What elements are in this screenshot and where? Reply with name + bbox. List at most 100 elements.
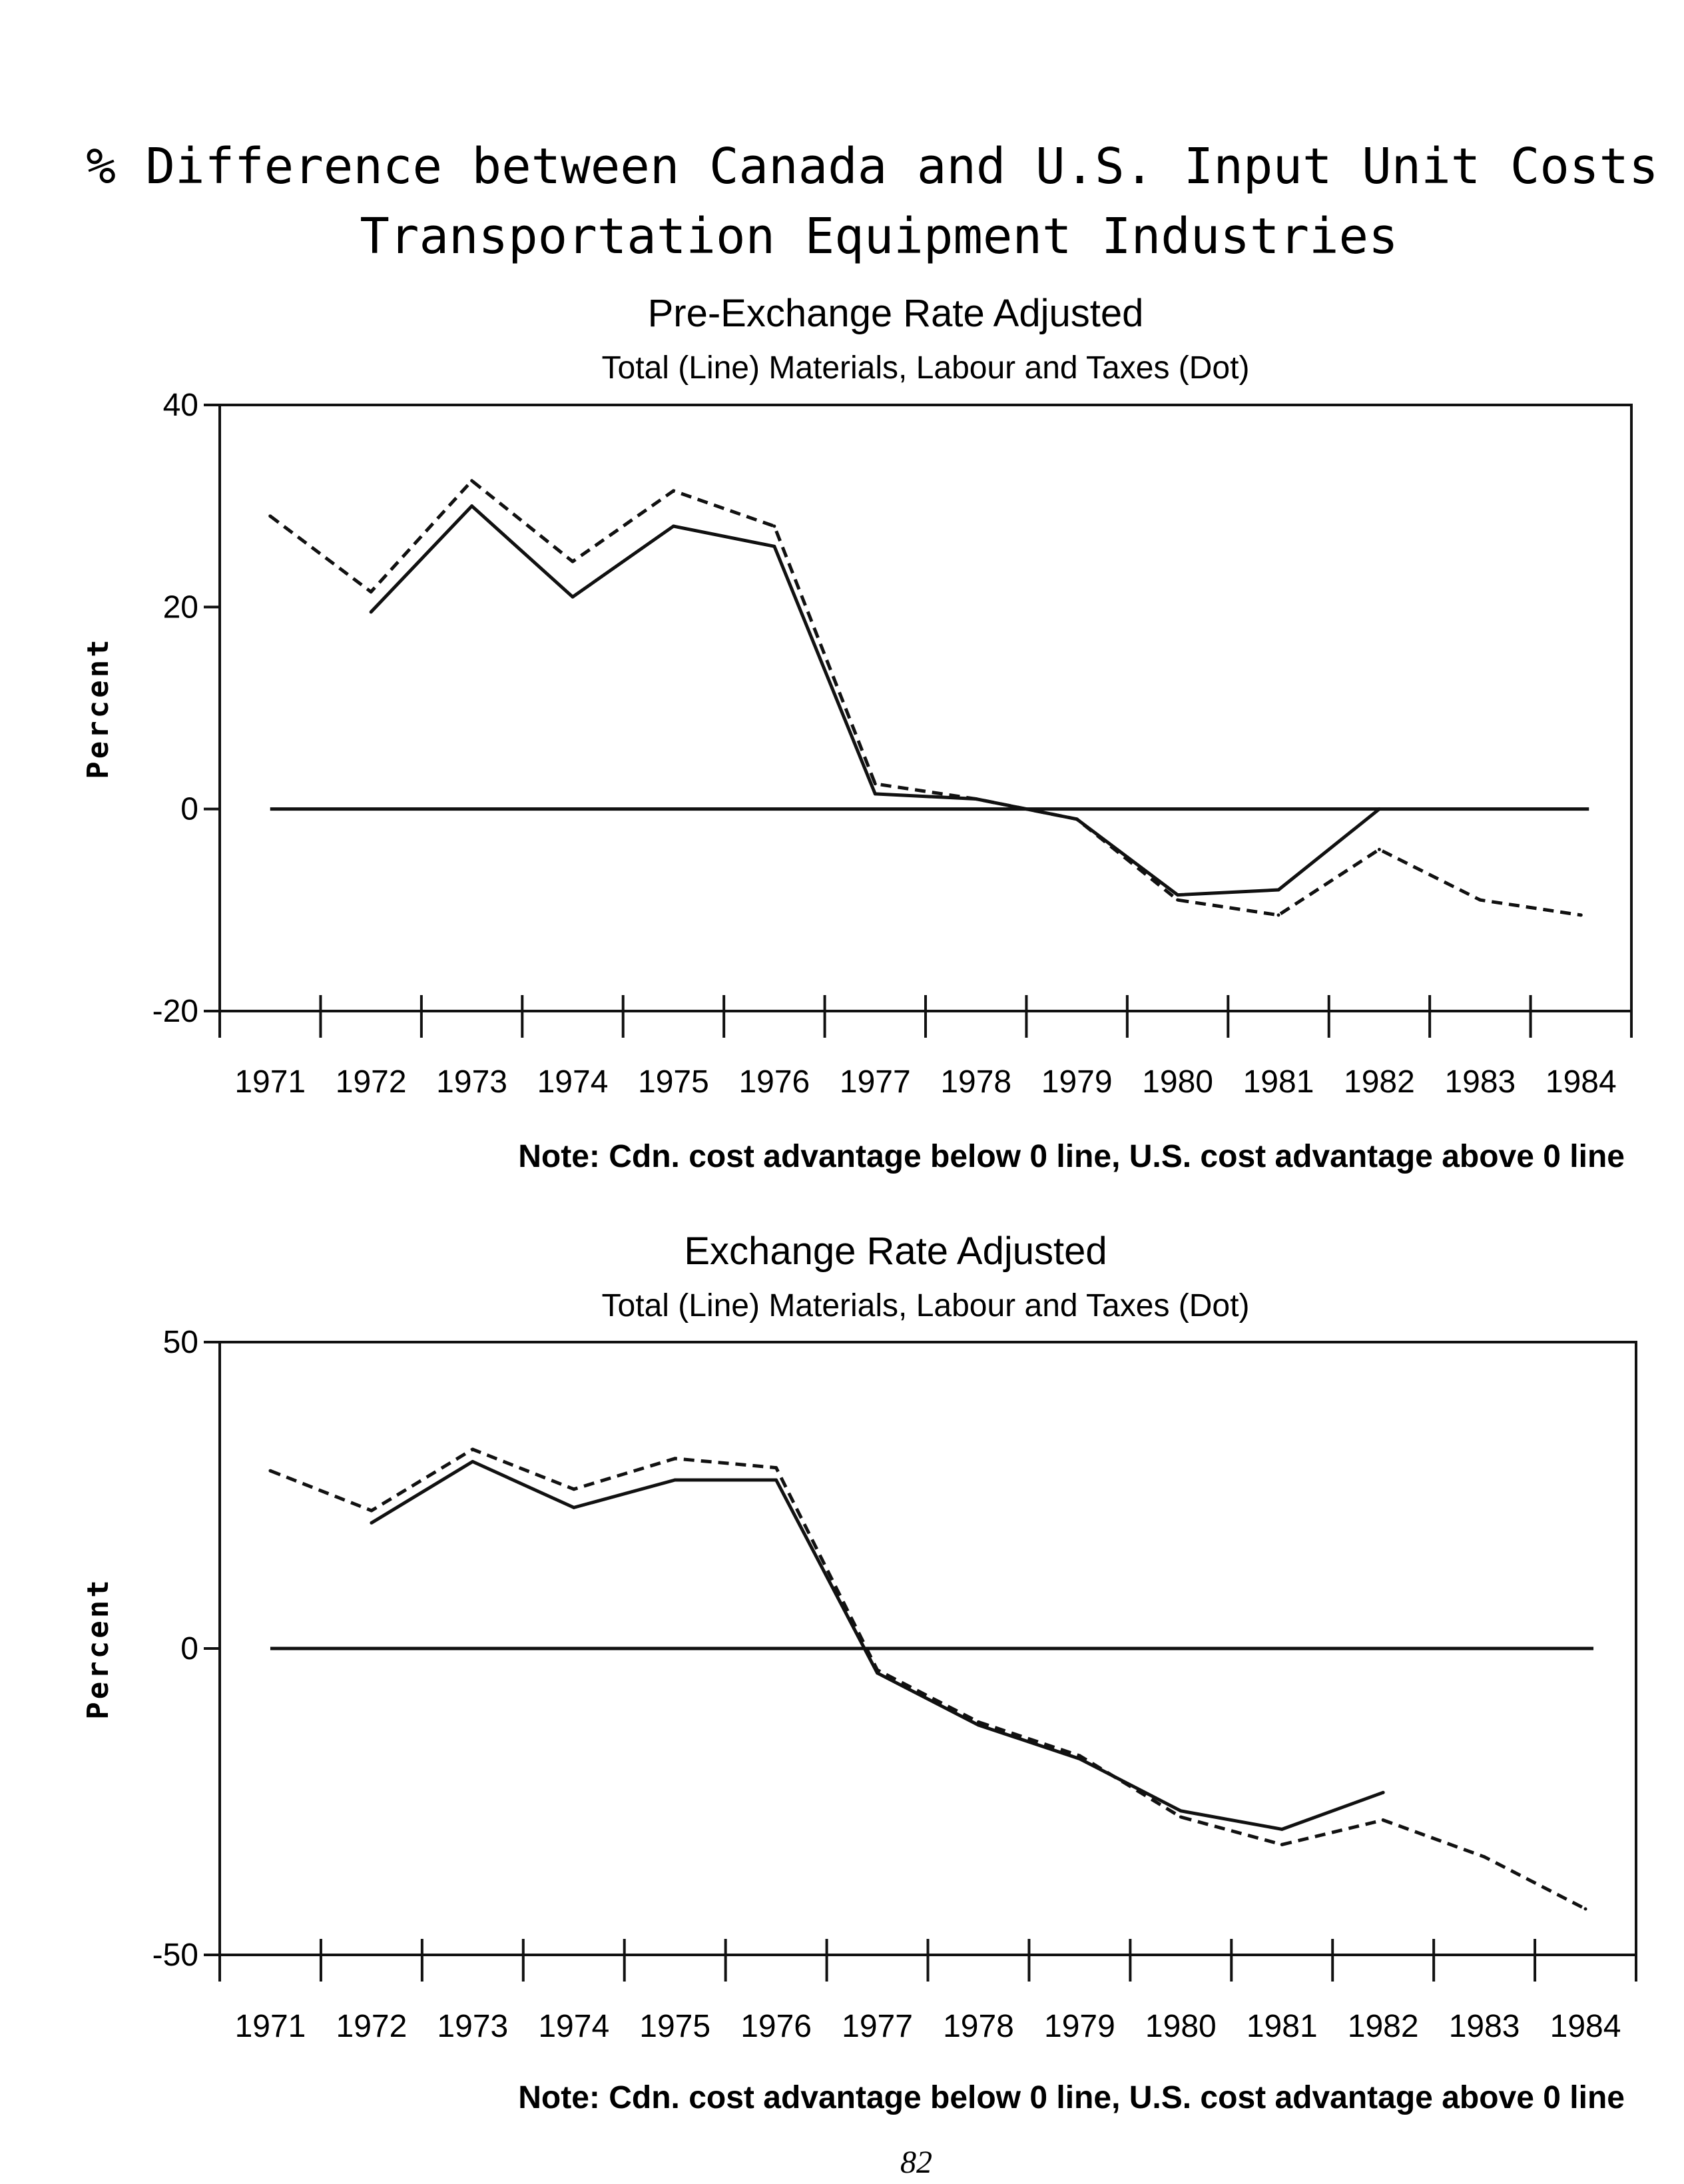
point-materials-1984 <box>1579 913 1583 917</box>
point-materials-1982 <box>1381 1818 1385 1822</box>
x-tick-label: 1979 <box>1041 1064 1113 1100</box>
series-line-total <box>370 504 1380 897</box>
point-materials-1977 <box>876 1668 880 1672</box>
point-materials-1981 <box>1276 913 1280 917</box>
point-materials-1978 <box>974 797 978 801</box>
point-materials-1972 <box>369 590 373 594</box>
x-tick-label: 1981 <box>1243 1064 1314 1100</box>
x-tick-label: 1972 <box>336 1064 407 1100</box>
point-total-1981 <box>1276 888 1280 892</box>
point-total-1976 <box>774 1478 778 1482</box>
legend-text: Total (Line) Materials, Labour and Taxes… <box>602 350 1250 386</box>
y-tick-label: -20 <box>152 994 198 1029</box>
x-tick-label: 1976 <box>738 1064 810 1100</box>
y-tick-label: 20 <box>163 589 198 625</box>
x-tick-label: 1979 <box>1044 2009 1115 2044</box>
series-line-materials-dot <box>269 479 1581 917</box>
x-tick-label: 1984 <box>1545 1064 1617 1100</box>
x-tick-label: 1976 <box>740 2009 812 2044</box>
x-tick-label: 1983 <box>1444 1064 1516 1100</box>
point-total-1973 <box>471 1459 475 1463</box>
x-tick-label: 1974 <box>538 2009 609 2044</box>
x-tick-label: 1978 <box>943 2009 1014 2044</box>
x-tick-label: 1975 <box>639 2009 710 2044</box>
x-tick-label: 1980 <box>1142 1064 1213 1100</box>
point-materials-1971 <box>268 514 272 518</box>
point-materials-1980 <box>1179 1815 1183 1819</box>
chart-subtitle: Pre-Exchange Rate Adjusted <box>648 292 1144 335</box>
x-tick-label: 1977 <box>842 2009 913 2044</box>
y-tick-label: 0 <box>180 792 198 827</box>
y-tick-label: 0 <box>180 1631 198 1666</box>
point-materials-1981 <box>1280 1842 1284 1846</box>
point-total-1982 <box>1381 1790 1385 1794</box>
point-total-1978 <box>976 1723 980 1727</box>
point-total-1973 <box>470 504 474 508</box>
y-tick-label: -50 <box>152 1938 198 1973</box>
x-tick-label: 1971 <box>234 1064 306 1100</box>
chart-subtitle: Exchange Rate Adjusted <box>684 1230 1107 1273</box>
point-materials-1974 <box>572 1487 576 1491</box>
plot-frame <box>218 404 1633 1012</box>
x-tick-label: 1973 <box>437 2009 508 2044</box>
point-total-1975 <box>673 1478 677 1482</box>
point-materials-1972 <box>370 1509 374 1513</box>
y-axis-label: Percent <box>81 637 115 779</box>
point-total-1972 <box>369 610 373 614</box>
y-tick-label: 40 <box>163 388 198 423</box>
point-total-1982 <box>1377 807 1381 811</box>
x-tick-label: 1980 <box>1145 2009 1217 2044</box>
chart-note: Note: Cdn. cost advantage below 0 line, … <box>518 2080 1625 2115</box>
point-total-1980 <box>1176 893 1180 897</box>
point-materials-1975 <box>671 489 675 493</box>
point-total-1974 <box>571 595 575 599</box>
point-materials-1974 <box>571 559 575 563</box>
point-materials-1975 <box>673 1457 677 1461</box>
series-line-materials-dot <box>270 1447 1587 1911</box>
x-tick-label: 1978 <box>940 1064 1011 1100</box>
point-materials-1983 <box>1482 1855 1486 1859</box>
point-total-1976 <box>772 544 776 548</box>
point-materials-1977 <box>873 782 877 786</box>
point-materials-1973 <box>471 1447 475 1451</box>
point-materials-1979 <box>1075 817 1079 821</box>
point-materials-1983 <box>1478 898 1482 902</box>
chart-note: Note: Cdn. cost advantage below 0 line, … <box>518 1139 1625 1174</box>
x-tick-label: 1975 <box>638 1064 709 1100</box>
x-tick-label: 1971 <box>235 2009 306 2044</box>
page-number: 82 <box>900 2145 932 2180</box>
x-tick-label: 1973 <box>436 1064 507 1100</box>
point-total-1974 <box>572 1505 576 1509</box>
y-tick-label: 50 <box>163 1325 198 1360</box>
point-materials-1979 <box>1077 1754 1081 1758</box>
x-tick-label: 1974 <box>537 1064 609 1100</box>
x-tick-label: 1982 <box>1344 1064 1415 1100</box>
main-title-line-1: % Difference between Canada and U.S. Inp… <box>86 138 1658 195</box>
series-line-total <box>370 1459 1384 1831</box>
x-tick-label: 1984 <box>1550 2009 1621 2044</box>
point-total-1980 <box>1179 1809 1183 1813</box>
chart-exchange-adjusted: Exchange Rate Adjusted Total (Line) Mater… <box>81 1230 1637 2115</box>
x-tick-label: 1977 <box>840 1064 911 1100</box>
point-materials-1976 <box>774 1466 778 1470</box>
point-materials-1976 <box>772 524 776 528</box>
y-axis-label: Percent <box>81 1577 115 1719</box>
point-total-1975 <box>671 524 675 528</box>
x-tick-label: 1983 <box>1449 2009 1520 2044</box>
legend-text: Total (Line) Materials, Labour and Taxes… <box>602 1288 1250 1323</box>
x-tick-label: 1981 <box>1247 2009 1318 2044</box>
point-materials-1973 <box>470 479 474 483</box>
point-materials-1980 <box>1176 898 1180 902</box>
main-title-line-2: Transportation Equipment Industries <box>360 208 1398 265</box>
point-materials-1984 <box>1583 1907 1587 1911</box>
point-total-1981 <box>1280 1827 1284 1831</box>
point-total-1972 <box>370 1521 374 1525</box>
x-tick-label: 1982 <box>1348 2009 1419 2044</box>
x-tick-label: 1972 <box>336 2009 408 2044</box>
point-materials-1971 <box>268 1469 272 1473</box>
point-total-1977 <box>873 792 877 796</box>
point-materials-1982 <box>1377 847 1381 851</box>
chart-pre-exchange: Pre-Exchange Rate Adjusted Total (Line) M… <box>81 292 1633 1174</box>
point-materials-1978 <box>976 1720 980 1724</box>
